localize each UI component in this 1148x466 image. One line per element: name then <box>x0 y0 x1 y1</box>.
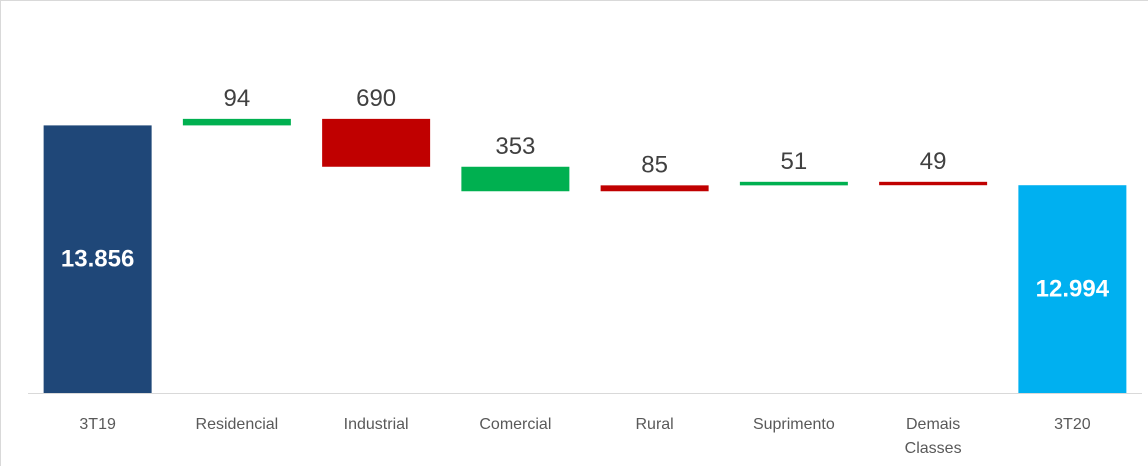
bar <box>182 118 291 126</box>
bar <box>461 166 570 192</box>
bar <box>600 185 709 192</box>
data-label: 353 <box>495 133 535 160</box>
x-tick-label: 3T20 <box>1054 416 1091 433</box>
data-label: 49 <box>920 148 947 175</box>
data-label: 85 <box>641 152 668 179</box>
data-label: 51 <box>781 148 808 175</box>
x-tick-label: Industrial <box>344 416 409 433</box>
data-label: 690 <box>356 85 396 112</box>
data-label: 12.994 <box>1036 275 1110 302</box>
bar <box>43 125 152 393</box>
bar <box>1018 185 1127 393</box>
data-label: 13.856 <box>61 246 134 273</box>
x-tick-label: 3T19 <box>79 416 116 433</box>
bar <box>322 118 431 167</box>
x-tick-label: Residencial <box>196 416 279 433</box>
x-tick-label: Rural <box>636 416 674 433</box>
data-label: 94 <box>224 85 251 112</box>
x-tick-label: Comercial <box>479 416 551 433</box>
bar <box>739 181 848 186</box>
bar <box>879 181 988 186</box>
x-tick-label: Suprimento <box>753 416 835 433</box>
x-tick-label: Demais Classes <box>905 416 962 457</box>
